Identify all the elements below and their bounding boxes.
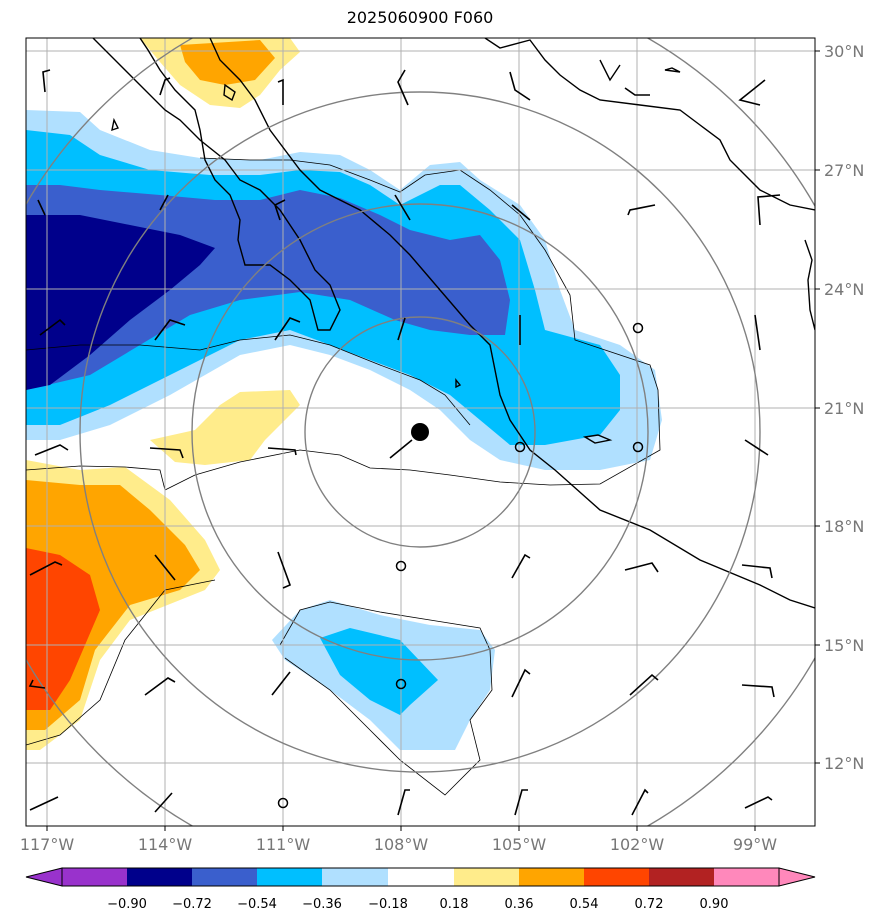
lat-label: 24°N [824,280,864,299]
latitude-labels: 30°N 27°N 24°N 21°N 18°N 15°N 12°N [824,42,864,773]
colorbar-swatch [519,868,584,886]
lat-label: 15°N [824,636,864,655]
lat-label: 21°N [824,399,864,418]
lon-label: 117°W [20,835,75,854]
colorbar-frame [61,867,780,887]
colorbar-swatch [192,868,257,886]
colorbar-swatch [584,868,649,886]
lat-label: 27°N [824,161,864,180]
positive-anomaly-fill [26,38,300,750]
coastline [92,38,815,609]
lon-label: 99°W [733,835,777,854]
map-frame [25,37,816,827]
calm-wind-markers [277,322,644,809]
colorbar-swatch [388,868,454,886]
colorbar-swatch [714,868,779,886]
colorbar-label: −0.90 [107,897,147,912]
colorbar-swatch [649,868,714,886]
colorbar-extend-low [25,867,63,887]
colorbar-label: −0.18 [368,897,408,912]
colorbar-label: 0.54 [570,897,599,912]
colorbar-label: 0.18 [440,897,469,912]
colorbar: −0.90 −0.72 −0.54 −0.36 −0.18 0.18 0.36 … [25,867,816,912]
range-rings [26,38,815,826]
colorbar-swatch [454,868,519,886]
colorbar-label: 0.90 [700,897,729,912]
colorbar-label: 0.72 [635,897,664,912]
colorbar-label: −0.36 [302,897,342,912]
lat-label: 30°N [824,42,864,61]
colorbar-swatch [62,868,127,886]
lat-label: 18°N [824,517,864,536]
lon-label: 111°W [256,835,311,854]
colorbar-swatch [127,868,192,886]
lon-label: 108°W [374,835,429,854]
colorbar-label: −0.54 [237,897,277,912]
lon-label: 114°W [138,835,193,854]
lon-label: 105°W [492,835,547,854]
map-area [26,38,815,826]
colorbar-extend-high [778,867,816,887]
axis-ticks [46,50,820,831]
lon-label: 102°W [610,835,665,854]
storm-center-marker [411,423,429,441]
map-title: 2025060900 F060 [346,8,494,27]
colorbar-swatch [322,868,388,886]
colorbar-label: −0.72 [172,897,212,912]
lat-label: 12°N [824,754,864,773]
colorbar-label: 0.36 [505,897,534,912]
contour-lines [26,157,661,796]
negative-anomaly-fill [26,110,662,750]
graticule [26,38,815,826]
colorbar-swatch [257,868,322,886]
longitude-labels: 117°W 114°W 111°W 108°W 105°W 102°W 99°W [20,835,777,854]
wind-barbs [28,69,781,816]
